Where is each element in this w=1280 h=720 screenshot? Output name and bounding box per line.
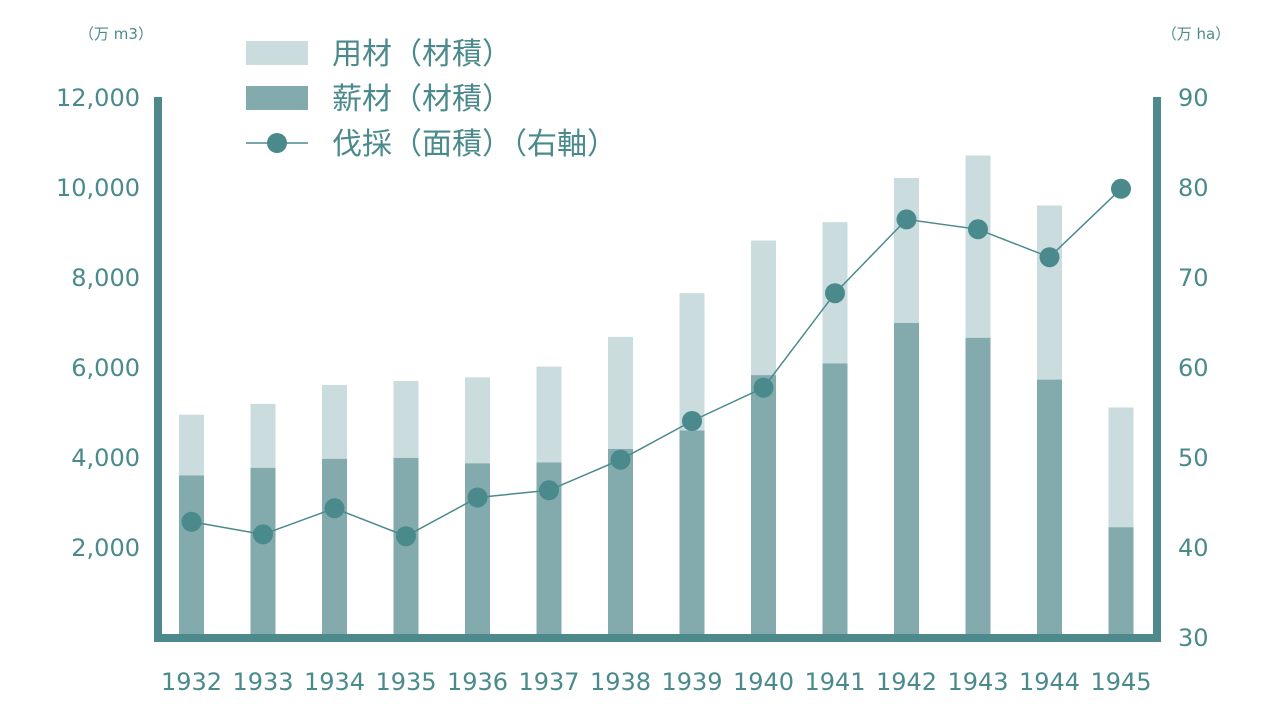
area-point-1941 (825, 283, 845, 304)
bar-fuelwood-1941 (822, 363, 848, 637)
right-tick-label: 90 (1178, 84, 1209, 112)
x-tick-label: 1940 (733, 668, 794, 696)
bar-timber-1945 (1108, 407, 1134, 528)
bar-timber-1934 (322, 385, 347, 459)
right-axis-unit: （万 ha） (1162, 25, 1230, 43)
x-tick-label: 1934 (304, 668, 365, 696)
right-tick-label: 70 (1178, 264, 1209, 292)
bar-timber-1936 (465, 377, 490, 464)
bar-timber-1940 (751, 240, 776, 376)
x-tick-label: 1936 (447, 668, 508, 696)
x-tick-label: 1942 (876, 668, 937, 696)
right-tick-label: 40 (1178, 534, 1209, 562)
bar-timber-1942 (894, 178, 919, 323)
bar-fuelwood-1935 (393, 457, 419, 637)
area-point-1933 (253, 524, 273, 545)
left-axis-unit: （万 m3） (79, 25, 153, 43)
x-tick-label: 1944 (1019, 668, 1080, 696)
bar-fuelwood-1942 (894, 322, 919, 637)
bar-fuelwood-1943 (965, 337, 991, 637)
bar-fuelwood-1932 (179, 475, 204, 637)
area-point-1944 (1039, 247, 1060, 268)
bar-timber-1932 (179, 414, 204, 476)
area-point-1939 (682, 411, 702, 431)
left-tick-label: 8,000 (71, 264, 140, 292)
area-point-1934 (324, 498, 345, 519)
bar-fuelwood-1945 (1108, 527, 1134, 637)
legend-label: 薪材（材積） (332, 82, 512, 117)
bar-fuelwood-1940 (751, 375, 776, 637)
ticks-layer: 2,000 4,000 6,000 8,000 10,000 12,000 30 40 50 60… (56, 25, 1230, 696)
line-layer (181, 178, 1131, 547)
bar-timber-1935 (393, 380, 419, 458)
legend-label: 用材（材積） (332, 37, 512, 72)
area-point-1932 (181, 511, 202, 532)
x-tick-label: 1932 (161, 668, 222, 696)
bar-fuelwood-1938 (608, 448, 633, 637)
bar-timber-1944 (1037, 205, 1062, 380)
bar-timber-1937 (536, 366, 562, 463)
axes-layer (154, 97, 1161, 642)
right-tick-label: 80 (1178, 174, 1209, 202)
right-tick-label: 60 (1178, 354, 1209, 382)
area-point-1938 (610, 449, 631, 470)
legend-swatch (246, 86, 308, 110)
x-tick-label: 1941 (804, 668, 865, 696)
area-point-1936 (467, 487, 488, 508)
legend: 用材（材積） 薪材（材積） 伐採（面積）（右軸） (246, 37, 617, 162)
bar-timber-1939 (679, 293, 705, 431)
x-tick-label: 1937 (518, 668, 579, 696)
area-point-1937 (539, 480, 559, 501)
right-tick-label: 30 (1178, 624, 1209, 652)
left-tick-label: 10,000 (56, 174, 140, 202)
x-tick-label: 1938 (590, 668, 651, 696)
area-line (191, 188, 1122, 538)
x-tick-label: 1943 (947, 668, 1008, 696)
bar-fuelwood-1939 (679, 430, 705, 637)
left-tick-label: 2,000 (71, 534, 140, 562)
x-tick-label: 1939 (661, 668, 722, 696)
x-tick-label: 1935 (375, 668, 436, 696)
area-point-1943 (968, 219, 988, 240)
bar-timber-1933 (250, 403, 276, 468)
left-tick-label: 6,000 (71, 354, 140, 382)
x-tick-label: 1945 (1090, 668, 1151, 696)
left-tick-label: 4,000 (71, 444, 140, 472)
area-point-1940 (753, 377, 774, 398)
bars-layer (179, 155, 1134, 637)
bar-timber-1938 (608, 336, 633, 449)
right-tick-label: 50 (1178, 444, 1209, 472)
area-point-1935 (396, 526, 416, 547)
area-point-1945 (1111, 178, 1131, 199)
bar-fuelwood-1944 (1037, 379, 1062, 637)
bar-timber-1943 (965, 155, 991, 338)
legend-label: 伐採（面積）（右軸） (332, 127, 617, 162)
bar-fuelwood-1933 (250, 467, 276, 637)
bar-fuelwood-1934 (322, 458, 347, 637)
area-point-1942 (896, 209, 917, 230)
legend-marker (267, 133, 287, 153)
x-tick-label: 1933 (232, 668, 293, 696)
legend-swatch (246, 41, 308, 65)
left-tick-label: 12,000 (56, 84, 140, 112)
